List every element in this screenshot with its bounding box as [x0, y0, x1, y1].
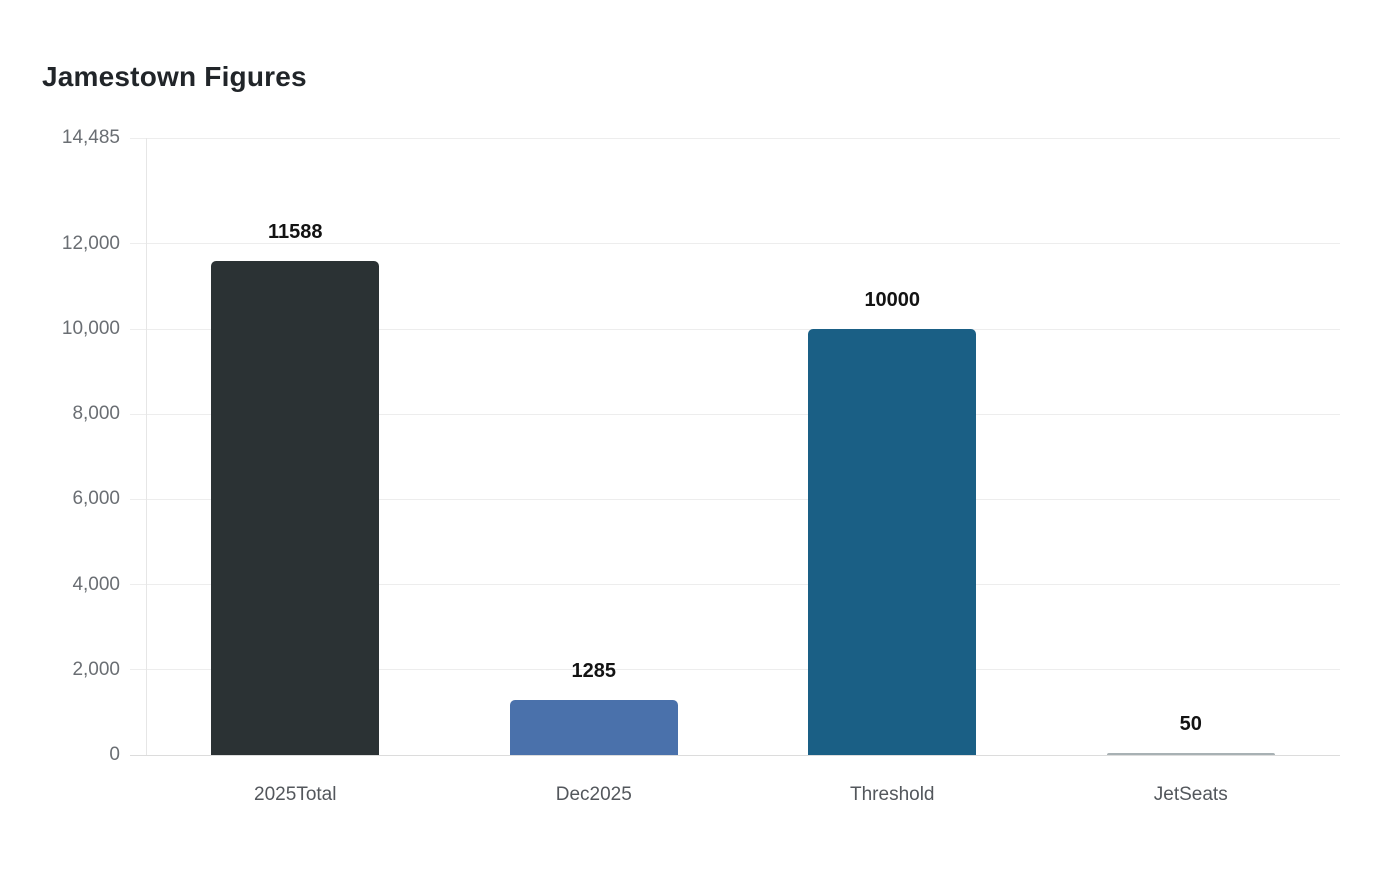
bar-value-label: 11588	[267, 221, 323, 244]
x-axis-category-label: 2025Total	[254, 784, 337, 805]
y-axis-tick-label: 14,485	[61, 127, 120, 148]
gridline	[130, 137, 1340, 139]
y-axis-tick-label: 6,000	[72, 488, 120, 510]
y-axis-tick-label: 4,000	[72, 573, 120, 595]
bar-jetseats[interactable]	[1106, 752, 1275, 755]
bar-2025total[interactable]	[211, 261, 380, 755]
bar-value-label: 10000	[864, 289, 921, 312]
y-axis-tick-label: 8,000	[72, 403, 120, 425]
y-axis-tick-label: 12,000	[61, 232, 120, 254]
y-axis-tick-label: 0	[109, 744, 120, 765]
gridline	[130, 584, 1340, 586]
x-axis-baseline	[130, 754, 1340, 756]
x-axis-category-label: Threshold	[850, 784, 935, 805]
gridline	[130, 498, 1340, 500]
x-axis-category-label: JetSeats	[1153, 784, 1228, 805]
bar-value-label: 1285	[571, 660, 617, 683]
gridline	[130, 669, 1340, 671]
x-axis-category-label: Dec2025	[555, 784, 632, 805]
gridline	[130, 413, 1340, 415]
y-axis-tick-label: 10,000	[61, 318, 120, 340]
bar-threshold[interactable]	[808, 329, 977, 755]
bar-dec2025[interactable]	[509, 700, 678, 755]
gridline	[130, 243, 1340, 245]
y-axis-tick-label: 2,000	[72, 658, 120, 680]
y-axis-line	[146, 138, 147, 755]
bar-value-label: 50	[1179, 712, 1202, 735]
gridline	[130, 328, 1340, 330]
chart-title: Jamestown Figures	[42, 61, 307, 92]
